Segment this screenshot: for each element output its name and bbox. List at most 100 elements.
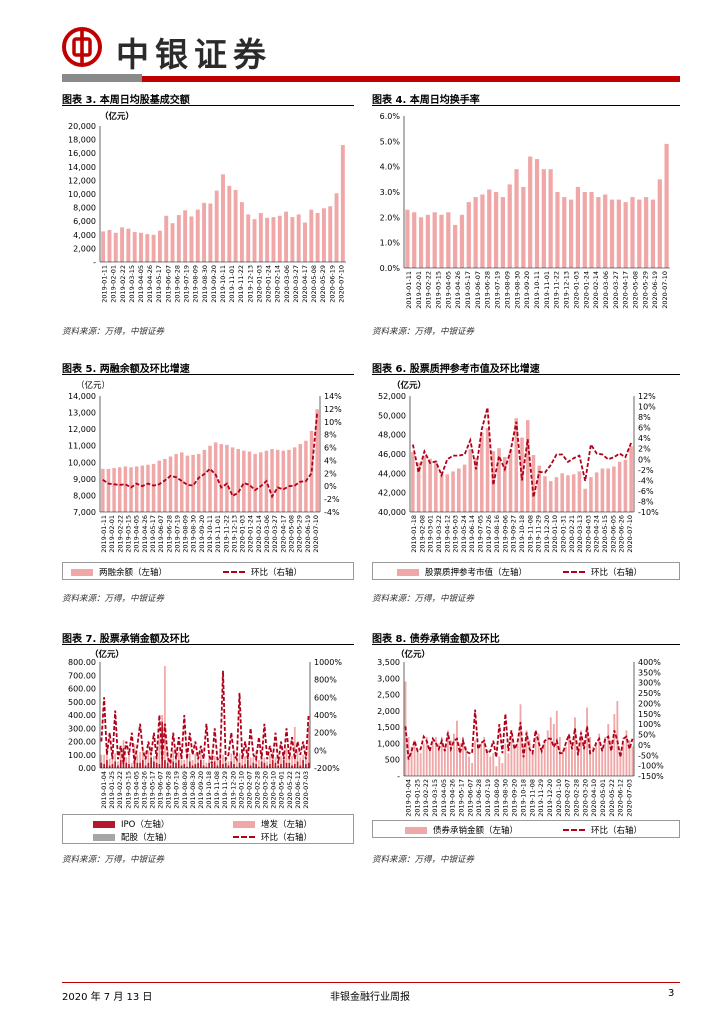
fig7-bar-s1 [141,750,144,761]
fig4-xtick: 2020-04-17 [622,271,630,309]
fig4-bar [623,202,628,268]
fig4-bar [644,197,649,268]
fig3-chart: 20,000 18,000 16,000 14,000 12,000 10,000 8,00… [68,122,346,303]
fig3-xtick: 2019-03-15 [128,265,136,303]
fig6-y2tick: -10% [638,508,659,517]
fig7-bar-s0 [274,762,277,768]
fig5-title-rule [62,374,354,375]
fig3-bar [139,232,143,262]
fig7-ytick: 500.00 [68,698,96,707]
fig7-bar-s1 [153,756,155,762]
fig7-bar-s0 [169,765,172,768]
fig8-bar-s0 [495,766,498,776]
fig7-bar-s0 [244,764,246,768]
fig3-bar [101,231,106,262]
fig7-bar-s1 [117,761,119,766]
fig7-xtick: 2020-07-03 [302,771,310,809]
fig6-bar-s0 [474,457,478,512]
fig7-bar-s0 [280,764,282,768]
fig6-bar-s0 [462,464,467,512]
fig6-xtick: 2020-01-10 [551,515,559,553]
fig7-bar-s0 [235,766,238,768]
fig7-y2tick: 0% [314,746,327,755]
fig3-xtick: 2019-11-22 [237,265,245,303]
fig5-bar-s0 [208,445,212,512]
fig7-bar-s0 [255,764,257,768]
bank-of-china-logo-icon [62,27,102,67]
fig4-bar [418,217,424,268]
fig3-xtick: 2019-06-28 [173,265,181,303]
fig5-bar-s0 [236,449,240,512]
fig7-ytick: 600.00 [68,685,96,694]
fig7-bar-s1 [177,752,180,761]
fig8-bar-s0 [589,736,592,776]
fig6-xtick: 2019-03-22 [435,515,443,553]
fig7-xtick: 2020-01-10 [237,771,245,809]
fig5-xtick: 2019-01-11 [100,515,108,553]
fig5-xtick: 2019-10-11 [206,515,214,553]
fig5-xtick: 2019-02-01 [108,515,116,553]
brand-name: 中银证券 [116,35,272,74]
fig8-bar-s0 [480,743,483,776]
fig6-bar-s0 [600,468,605,512]
fig3-bar [183,210,188,262]
fig7-y2tick: 200% [314,729,337,738]
fig7-bar-s0 [175,762,177,768]
fig7-bar-s0 [222,764,224,768]
fig4-bar [555,192,560,268]
footer-report-name: 非银金融行业周报 [330,992,410,1003]
fig5-xtick: 2019-02-22 [116,515,124,553]
fig8-bar-s0 [631,746,634,776]
fig8-xtick: 2019-08-30 [502,779,510,817]
fig6-bar-s0 [589,477,593,512]
fig7-bar-s0 [288,762,291,768]
fig6-xtick: 2020-06-26 [618,515,626,553]
fig7-bar-s1 [244,756,246,765]
fig8-bar-s0 [489,756,492,776]
fig7-xtick: 2019-11-08 [213,771,221,809]
fig6-bar-s0 [629,446,633,512]
fig7-bar-s0 [117,765,119,768]
fig4-ytick: 5.0% [380,137,401,146]
fig3-ytick: 12,000 [68,176,96,185]
fig4-ytick: 2.0% [380,213,401,222]
fig4-bar [500,197,506,268]
fig7-xtick: 2019-08-30 [189,771,197,809]
fig8-bar-s0 [601,746,604,776]
fig5-bar-s0 [270,449,274,512]
fig8-bar-s0 [437,743,440,776]
fig6-xtick: 2019-06-14 [468,515,476,553]
fig7-bar-s1 [188,753,191,762]
fig3-xtick: 2020-03-27 [292,265,300,303]
fig7-bar-s0 [282,760,285,768]
fig3-xtick: 2019-08-30 [201,265,209,303]
fig3-bar [233,189,238,262]
fig8-bar-s0 [552,723,555,776]
fig6-xtick: 2019-09-27 [510,515,518,553]
fig8-bar-s0 [465,746,467,776]
fig8-source: 资料来源：万得，中银证券 [372,855,475,865]
fig8-ytick: 3,000 [377,674,400,683]
fig6-bar-s0 [531,454,536,512]
fig8-bar-s0 [443,746,446,776]
fig6-ytick: 52,000 [378,392,406,401]
fig3-ytick: 2,000 [73,244,96,253]
fig7-bar-s0 [119,760,122,768]
fig8-ytick: - [397,772,400,781]
fig8-xtick: 2019-01-04 [404,779,412,817]
fig3-source: 资料来源：万得，中银证券 [62,327,165,337]
fig7-bar-s1 [139,752,141,763]
fig6-bar-s0 [623,459,628,512]
fig8-bar-s0 [510,736,513,776]
fig7-bar-s0 [211,764,213,768]
fig3-xtick: 2019-02-01 [110,265,118,303]
fig4-source: 资料来源：万得，中银证券 [372,327,475,337]
fig5-bar-s0 [281,450,286,512]
fig7-bar-s1 [161,715,164,722]
fig6-xtick: 2019-07-26 [485,515,493,553]
fig7-bar-s0 [133,760,136,768]
fig5-bar-s0 [129,467,133,512]
fig3-bar [221,174,225,262]
fig4-xtick: 2019-02-22 [425,271,433,309]
fig5-bar-s0 [123,466,128,512]
